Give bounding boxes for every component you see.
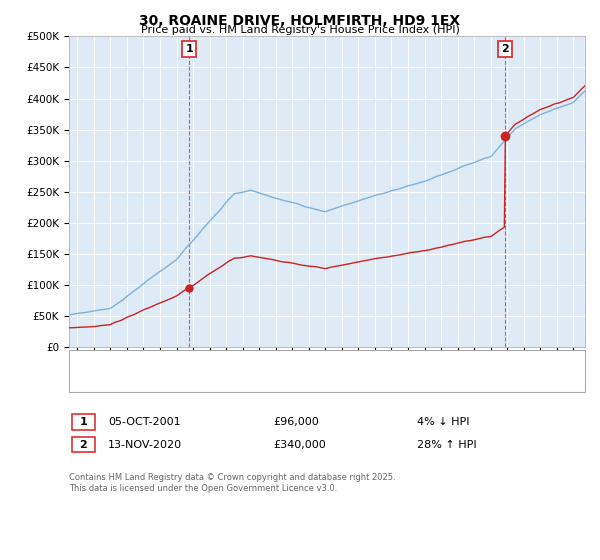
Text: 30, ROAINE DRIVE, HOLMFIRTH, HD9 1EX (detached house): 30, ROAINE DRIVE, HOLMFIRTH, HD9 1EX (de… <box>114 363 422 373</box>
Text: 1: 1 <box>185 44 193 54</box>
Text: Contains HM Land Registry data © Crown copyright and database right 2025.
This d: Contains HM Land Registry data © Crown c… <box>69 473 395 493</box>
Text: HPI: Average price, detached house, Kirklees: HPI: Average price, detached house, Kirk… <box>114 377 349 388</box>
Text: ————: ———— <box>81 377 108 388</box>
Text: £96,000: £96,000 <box>273 417 319 427</box>
Text: ————: ———— <box>81 363 108 373</box>
Text: 13-NOV-2020: 13-NOV-2020 <box>108 440 182 450</box>
Text: 4% ↓ HPI: 4% ↓ HPI <box>417 417 469 427</box>
Text: 05-OCT-2001: 05-OCT-2001 <box>108 417 181 427</box>
Text: 1: 1 <box>80 417 87 427</box>
Text: £340,000: £340,000 <box>273 440 326 450</box>
Text: 30, ROAINE DRIVE, HOLMFIRTH, HD9 1EX: 30, ROAINE DRIVE, HOLMFIRTH, HD9 1EX <box>139 14 461 28</box>
Text: Price paid vs. HM Land Registry's House Price Index (HPI): Price paid vs. HM Land Registry's House … <box>140 25 460 35</box>
Text: 2: 2 <box>501 44 509 54</box>
Text: 2: 2 <box>80 440 87 450</box>
Text: 28% ↑ HPI: 28% ↑ HPI <box>417 440 476 450</box>
